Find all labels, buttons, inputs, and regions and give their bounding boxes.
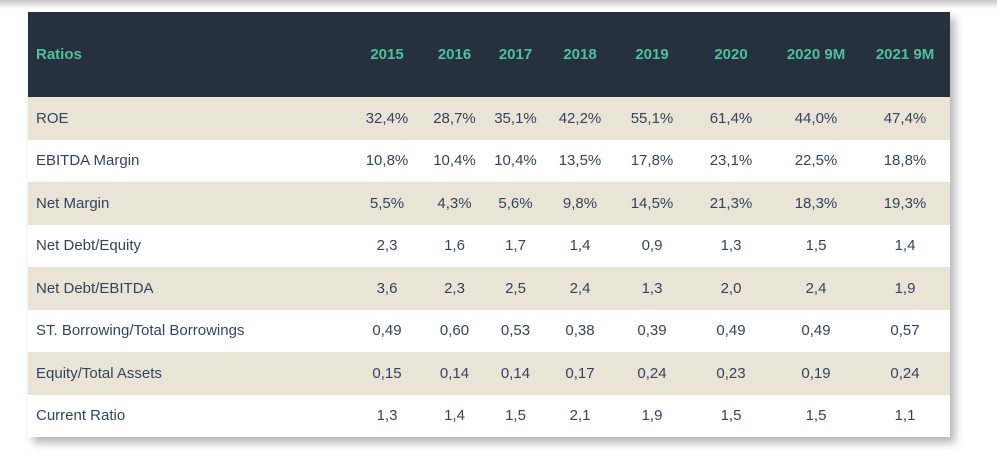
table-cell: 0,24 [637,364,667,382]
table-cell: 14,5% [630,194,674,212]
row-label: ROE [36,109,69,127]
table-cell: 1,9 [641,407,663,425]
table-cell: 22,5% [794,152,838,170]
column-header-2015: 2015 [350,12,424,97]
table-cell: 10,4% [494,152,537,170]
table-cell: 42,2% [558,109,602,127]
table-cell: 0,19 [801,364,831,382]
table-cell: 1,9 [894,279,916,297]
table-cell: 1,4 [569,237,591,255]
table-cell: 13,5% [558,152,602,170]
table-cell: 0,60 [439,322,470,340]
table-cell: 0,39 [637,322,667,340]
table-cell: 32,4% [365,109,409,127]
table-cell: 23,1% [709,152,753,170]
ratios-table: Ratios 2015 2016 2017 2018 2019 2020 202… [28,12,950,437]
table-cell: 3,6 [376,279,398,297]
table-cell: 18,8% [883,152,927,170]
column-header-2020-9m: 2020 9M [772,12,860,97]
table-cell: 0,57 [890,322,920,340]
table-cell: 4,3% [437,194,472,212]
column-header-2016: 2016 [424,12,485,97]
table-header-row: Ratios 2015 2016 2017 2018 2019 2020 202… [28,12,950,97]
row-label: ST. Borrowing/Total Borrowings [36,322,245,340]
table-row-st-borrowing: ST. Borrowing/Total Borrowings 0,49 0,60… [28,309,950,352]
table-cell: 1,6 [444,237,465,255]
table-row-roe: ROE 32,4% 28,7% 35,1% 42,2% 55,1% 61,4% … [28,97,950,140]
table-cell: 0,14 [439,364,470,382]
table-cell: 0,14 [500,364,531,382]
table-cell: 0,23 [716,364,746,382]
table-cell: 47,4% [883,109,927,127]
table-cell: 9,8% [562,194,598,212]
table-cell: 1,3 [720,237,742,255]
table-title: Ratios [28,12,350,97]
table-cell: 2,4 [805,279,827,297]
table-cell: 0,49 [716,322,746,340]
table-cell: 0,17 [565,364,595,382]
table-cell: 10,8% [365,152,409,170]
row-label: Net Debt/EBITDA [36,279,154,297]
table-cell: 1,5 [505,407,526,425]
table-cell: 19,3% [883,194,927,212]
table-cell: 2,4 [569,279,591,297]
table-cell: 2,3 [444,279,465,297]
row-label: Net Debt/Equity [36,237,142,255]
table-cell: 2,3 [376,237,398,255]
table-row-equity-total-assets: Equity/Total Assets 0,15 0,14 0,14 0,17 … [28,352,950,395]
table-cell: 35,1% [494,109,537,127]
table-row-net-debt-ebitda: Net Debt/EBITDA 3,6 2,3 2,5 2,4 1,3 2,0 … [28,267,950,310]
table-cell: 28,7% [433,109,476,127]
table-row-net-margin: Net Margin 5,5% 4,3% 5,6% 9,8% 14,5% 21,… [28,182,950,225]
page-top-shadow [0,0,997,9]
row-label: Equity/Total Assets [36,364,162,382]
table-cell: 0,53 [500,322,531,340]
table-cell: 61,4% [709,109,753,127]
table-cell: 44,0% [794,109,838,127]
row-label: Net Margin [36,194,110,212]
table-cell: 1,4 [444,407,465,425]
column-header-2020: 2020 [690,12,772,97]
table-cell: 0,38 [565,322,595,340]
row-label: EBITDA Margin [36,152,140,170]
table-cell: 2,5 [505,279,526,297]
table-cell: 1,7 [505,237,526,255]
table-cell: 1,5 [720,407,742,425]
table-cell: 17,8% [630,152,674,170]
table-row-ebitda-margin: EBITDA Margin 10,8% 10,4% 10,4% 13,5% 17… [28,139,950,182]
row-label: Current Ratio [36,407,126,425]
table-cell: 5,5% [369,194,405,212]
table-cell: 2,0 [720,279,742,297]
table-cell: 0,49 [372,322,402,340]
table-cell: 10,4% [433,152,476,170]
table-cell: 55,1% [630,109,674,127]
table-cell: 5,6% [498,194,533,212]
table-cell: 0,49 [801,322,831,340]
table-cell: 1,3 [641,279,663,297]
table-cell: 1,5 [805,237,827,255]
table-cell: 0,24 [890,364,920,382]
table-cell: 1,4 [894,237,916,255]
table-row-current-ratio: Current Ratio 1,3 1,4 1,5 2,1 1,9 1,5 1,… [28,394,950,437]
table-cell: 2,1 [569,407,591,425]
table-cell: 18,3% [794,194,838,212]
column-header-2019: 2019 [614,12,690,97]
table-cell: 0,9 [641,237,663,255]
column-header-2018: 2018 [546,12,614,97]
table-row-net-debt-equity: Net Debt/Equity 2,3 1,6 1,7 1,4 0,9 1,3 … [28,224,950,267]
column-header-2021-9m: 2021 9M [860,12,950,97]
table-cell: 1,1 [894,407,916,425]
table-cell: 1,3 [376,407,398,425]
column-header-2017: 2017 [485,12,546,97]
table-cell: 1,5 [805,407,827,425]
table-cell: 0,15 [372,364,402,382]
table-cell: 21,3% [709,194,753,212]
